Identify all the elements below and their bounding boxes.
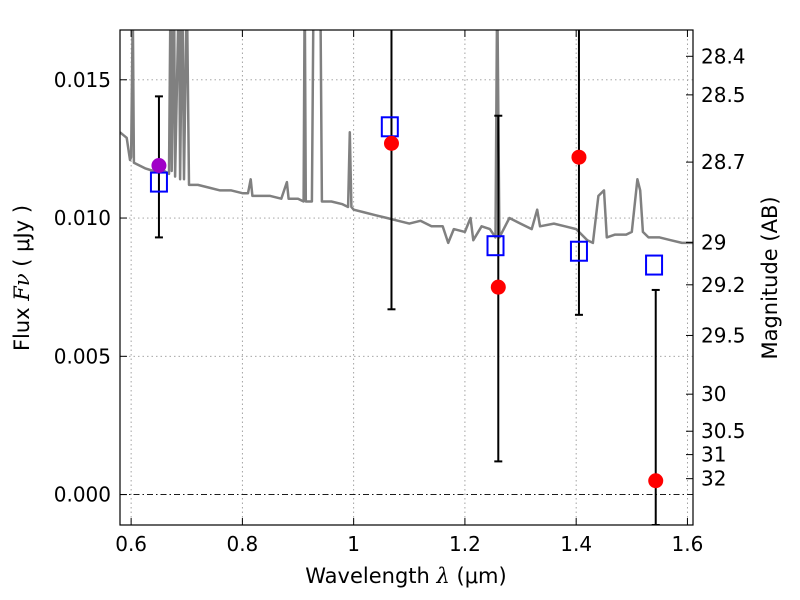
observed-photometry-point xyxy=(648,473,664,489)
x-axis-ticks: 0.6 0.8 1 1.2 1.4 1.6 xyxy=(115,30,703,556)
y-axis-label-symbol: Fν xyxy=(10,273,34,302)
x-tick-label: 1 xyxy=(347,532,360,556)
x-tick-label: 0.6 xyxy=(115,532,147,556)
x-axis-label-symbol: λ xyxy=(436,564,450,588)
spectrum-line xyxy=(120,30,693,245)
y-tick-label: 0.015 xyxy=(54,68,111,92)
mag-tick-label: 31 xyxy=(701,443,726,467)
observed-photometry-point xyxy=(151,158,167,174)
axes-frame xyxy=(119,29,694,526)
mag-tick-label: 28.4 xyxy=(701,44,746,68)
y-tick-label: 0.000 xyxy=(54,483,111,507)
y-tick-label: 0.005 xyxy=(54,344,111,368)
model-photometry-square xyxy=(486,235,505,257)
mag-tick-label: 28.7 xyxy=(701,150,746,174)
x-tick-label: 1.4 xyxy=(560,532,592,556)
x-tick-label: 0.8 xyxy=(226,532,258,556)
observed-photometry-point xyxy=(383,135,399,151)
y-axis-ticks: 0.000 0.005 0.010 0.015 xyxy=(54,68,127,507)
y-axis-label-unit: ( μJy ) xyxy=(10,205,34,273)
plot-area xyxy=(120,30,693,525)
y-axis-label-prefix: Flux xyxy=(10,301,34,351)
model-photometry-square xyxy=(380,116,399,138)
mag-tick-label: 29.2 xyxy=(701,273,746,297)
y-tick-label: 0.010 xyxy=(54,206,111,230)
model-photometry-square xyxy=(569,240,588,262)
x-tick-label: 1.2 xyxy=(449,532,481,556)
observed-photometry-point xyxy=(571,149,587,165)
x-axis-label: Wavelength λ (μm) xyxy=(305,564,506,588)
mag-tick-label: 29 xyxy=(701,230,726,254)
mag-tick-label: 30 xyxy=(701,382,726,406)
x-axis-label-unit: (μm) xyxy=(450,564,507,588)
mag-tick-label: 29.5 xyxy=(701,323,746,347)
mag-tick-label: 30.5 xyxy=(701,419,746,443)
mag-tick-label: 32 xyxy=(701,467,726,491)
grid-lines xyxy=(120,30,693,525)
observed-photometry-point xyxy=(490,279,506,295)
mag-tick-label: 28.5 xyxy=(701,83,746,107)
model-photometry-square xyxy=(645,254,664,276)
x-axis-label-prefix: Wavelength xyxy=(305,564,436,588)
x-tick-label: 1.6 xyxy=(672,532,704,556)
y-axis-label: Flux Fν ( μJy ) xyxy=(10,205,34,351)
right-axis-label: Magnitude (AB) xyxy=(758,196,782,359)
